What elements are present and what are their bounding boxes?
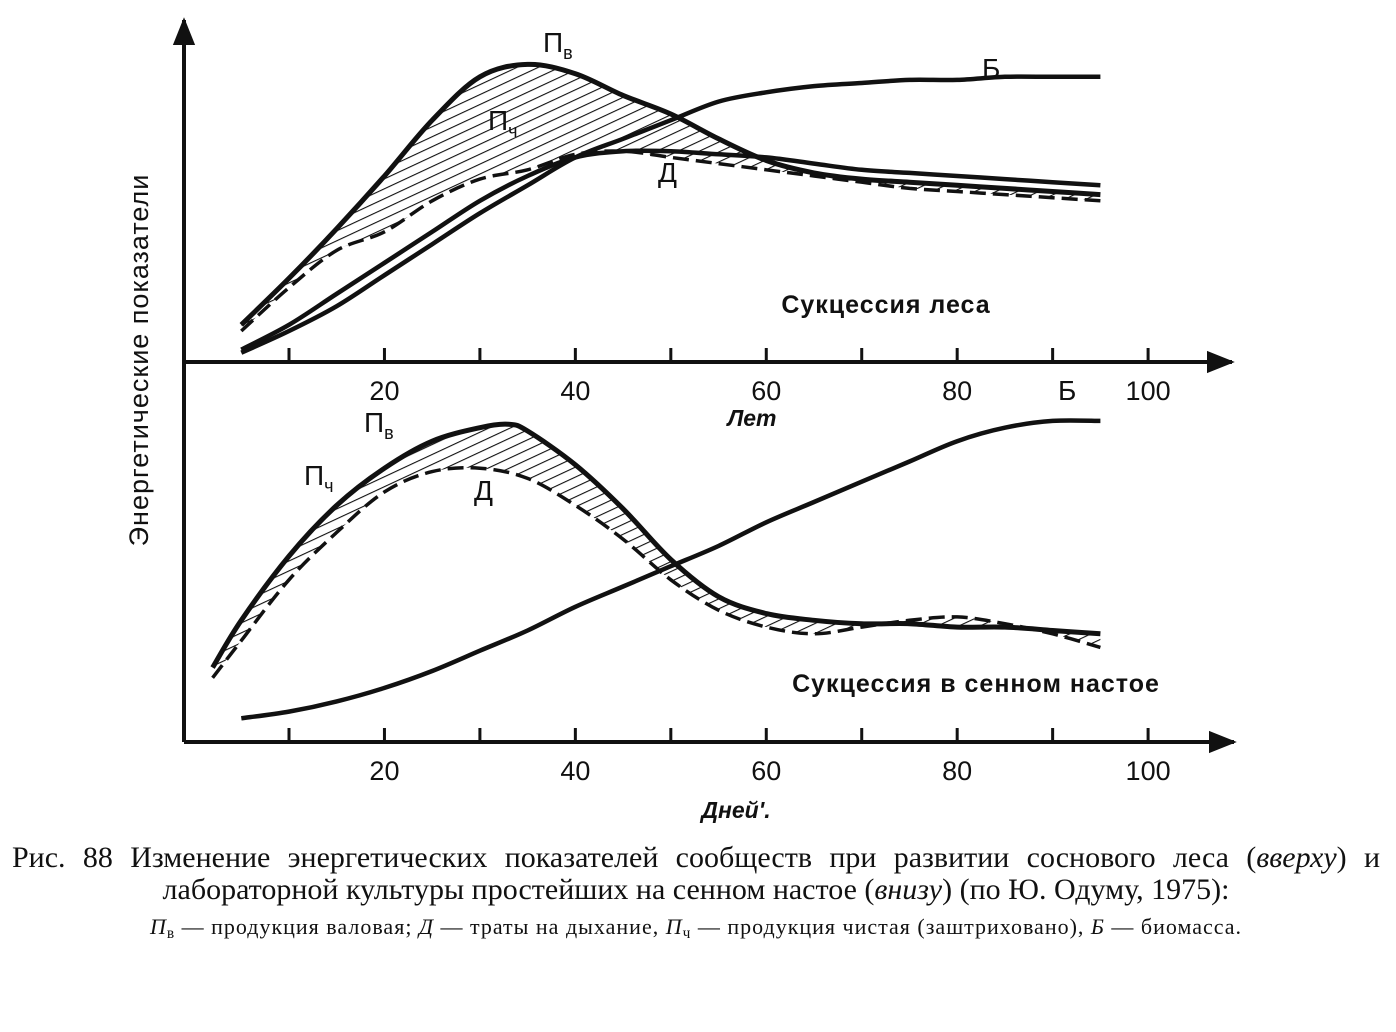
hay-tick-label-100: 100 xyxy=(1126,756,1171,786)
chart-forest: 20 40 60 80 100 Лет Сукцессия леса Пв Пч Д Б xyxy=(184,27,1235,431)
hay-line-net-dashed xyxy=(211,465,1101,679)
hay-x-ticks: 20 40 60 80 100 xyxy=(287,728,1171,786)
hay-subtitle: Сукцессия в сенном настое xyxy=(792,670,1160,698)
hay-line-gross-production xyxy=(210,421,1101,669)
hay-label-respiration: Д xyxy=(474,475,493,506)
forest-subtitle: Сукцессия леса xyxy=(781,291,990,319)
forest-line-respiration xyxy=(240,148,1101,352)
hay-label-gross: Пв xyxy=(364,407,394,443)
forest-x-ticks: 20 40 60 80 100 xyxy=(287,348,1171,406)
chart-hay: 20 40 60 80 100 Дней'. Сукцессия в сенном на… xyxy=(184,375,1237,823)
y-axis-label: Энергетические показатели xyxy=(124,174,154,547)
figure-caption: Рис. 88 Изменение энергетических показат… xyxy=(12,842,1380,949)
caption-text: Рис. 88 Изменение энергетических показат… xyxy=(12,841,1380,906)
hay-label-biomass: Б xyxy=(1058,375,1076,406)
hay-net-production-band xyxy=(212,424,1101,678)
hay-tick-label-40: 40 xyxy=(560,756,590,786)
hay-line-respiration xyxy=(240,418,1101,721)
hay-label-net: Пч xyxy=(304,460,334,496)
forest-line-respiration-dashed xyxy=(240,149,1101,333)
forest-tick-label-20: 20 xyxy=(369,376,399,406)
caption-legend: Пв — продукция валовая; Д — траты на дых… xyxy=(149,914,1243,942)
forest-label-respiration: Д xyxy=(658,157,677,188)
figure: Энергетические показатели 20 40 60 80 100 Ле… xyxy=(124,17,1237,823)
hay-tick-label-80: 80 xyxy=(942,756,972,786)
forest-net-production-band xyxy=(241,64,1101,332)
forest-line-gross-production xyxy=(239,61,1101,327)
forest-label-gross: Пв xyxy=(543,27,573,63)
hay-tick-label-60: 60 xyxy=(751,756,781,786)
forest-label-net: Пч xyxy=(488,105,518,141)
forest-tick-label-80: 80 xyxy=(942,376,972,406)
forest-x-axis-title: Лет xyxy=(725,405,776,431)
forest-tick-label-60: 60 xyxy=(751,376,781,406)
forest-tick-label-100: 100 xyxy=(1126,376,1171,406)
forest-line-biomass xyxy=(240,74,1101,355)
forest-label-biomass: Б xyxy=(982,53,1000,84)
forest-tick-label-40: 40 xyxy=(560,376,590,406)
hay-x-axis-title: Дней'. xyxy=(699,797,770,823)
hay-tick-label-20: 20 xyxy=(369,756,399,786)
